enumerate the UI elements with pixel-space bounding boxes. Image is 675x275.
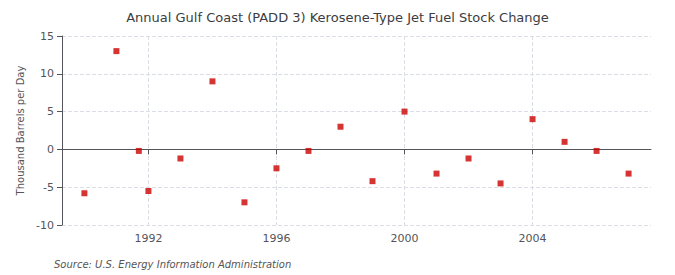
svg-text:Annual Gulf Coast (PADD 3) Ker: Annual Gulf Coast (PADD 3) Kerosene-Type… xyxy=(126,10,549,25)
svg-text:10: 10 xyxy=(40,67,54,80)
svg-text:1992: 1992 xyxy=(134,232,162,245)
svg-text:2004: 2004 xyxy=(519,232,547,245)
svg-text:2000: 2000 xyxy=(391,232,419,245)
svg-text:Source: U.S. Energy Informatio: Source: U.S. Energy Information Administ… xyxy=(54,259,291,270)
svg-text:Thousand Barrels per Day: Thousand Barrels per Day xyxy=(15,66,26,197)
svg-text:1996: 1996 xyxy=(262,232,290,245)
svg-text:-10: -10 xyxy=(36,219,54,232)
svg-text:15: 15 xyxy=(40,30,54,43)
svg-text:5: 5 xyxy=(47,105,54,118)
svg-text:-5: -5 xyxy=(43,181,54,194)
svg-text:0: 0 xyxy=(47,143,54,156)
